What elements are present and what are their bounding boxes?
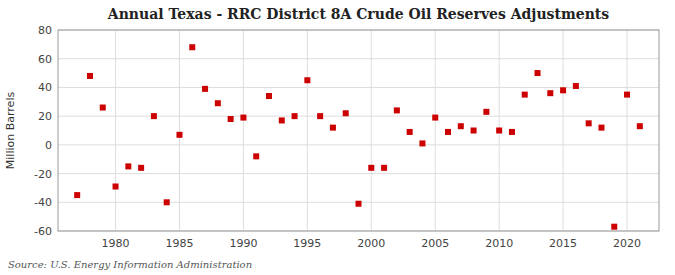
point	[279, 117, 285, 123]
point	[100, 105, 106, 111]
point	[356, 201, 362, 207]
point	[151, 113, 157, 119]
point	[113, 183, 119, 189]
point	[611, 224, 617, 230]
point	[215, 100, 221, 106]
point	[330, 125, 336, 131]
point	[164, 199, 170, 205]
x-tick-label: 2005	[421, 237, 449, 250]
grid-line	[58, 87, 659, 88]
point	[317, 113, 323, 119]
x-tick-label: 1995	[293, 237, 321, 250]
point	[407, 129, 413, 135]
point	[266, 93, 272, 99]
y-tick-label: -40	[34, 196, 52, 209]
point	[138, 165, 144, 171]
point	[560, 87, 566, 93]
title: Annual Texas - RRC District 8A Crude Oil…	[107, 6, 609, 22]
grid-line	[58, 116, 659, 117]
points	[74, 44, 643, 229]
point	[419, 140, 425, 146]
x-tick-label: 2015	[549, 237, 577, 250]
chart: -60 -40 -20 0 20 40 60 80 1980 1985 1990 1995 2000 20…	[0, 0, 675, 275]
point	[292, 113, 298, 119]
x-tick-label: 2000	[357, 237, 385, 250]
grid-line	[115, 30, 116, 231]
point	[189, 44, 195, 50]
point	[445, 129, 451, 135]
point	[547, 90, 553, 96]
grid-line	[627, 30, 628, 231]
point	[458, 123, 464, 129]
grid-line	[307, 30, 308, 231]
point	[74, 192, 80, 198]
point	[368, 165, 374, 171]
point	[624, 92, 630, 98]
grid-line	[243, 30, 244, 231]
y-tick-label: 0	[45, 139, 52, 152]
y-axis-label: Million Barrels	[4, 92, 17, 170]
point	[471, 128, 477, 134]
x-tick-label: 1985	[165, 237, 193, 250]
point	[253, 153, 259, 159]
point	[304, 77, 310, 83]
point	[496, 128, 502, 134]
grid-line	[58, 144, 659, 145]
point	[573, 83, 579, 89]
grid-line	[58, 58, 659, 59]
point	[240, 115, 246, 121]
x-tick-label: 1980	[102, 237, 130, 250]
grid-line	[58, 173, 659, 174]
y-tick-label: 40	[38, 81, 52, 94]
plot-area	[58, 30, 659, 231]
y-tick-label: 60	[38, 53, 52, 66]
point	[343, 110, 349, 116]
point	[394, 107, 400, 113]
point	[176, 132, 182, 138]
point	[522, 92, 528, 98]
grid-line	[563, 30, 564, 231]
point	[228, 116, 234, 122]
point	[202, 86, 208, 92]
y-tick-label: -60	[34, 225, 52, 238]
x-tick-label: 2010	[485, 237, 513, 250]
x-tick-label: 1990	[229, 237, 257, 250]
point	[432, 115, 438, 121]
y-tick-label: 80	[38, 24, 52, 37]
plot-frame	[58, 30, 659, 231]
point	[381, 165, 387, 171]
point	[509, 129, 515, 135]
grid-line	[371, 30, 372, 231]
point	[637, 123, 643, 129]
point	[598, 125, 604, 131]
point	[125, 163, 131, 169]
x-tick-label: 2020	[613, 237, 641, 250]
source-note: Source: U.S. Energy Information Administ…	[8, 259, 252, 270]
grid	[58, 30, 659, 231]
grid-line	[435, 30, 436, 231]
y-tick-label: -20	[34, 168, 52, 181]
grid-line	[179, 30, 180, 231]
point	[483, 109, 489, 115]
point	[87, 73, 93, 79]
point	[586, 120, 592, 126]
y-tick-label: 20	[38, 110, 52, 123]
point	[535, 70, 541, 76]
